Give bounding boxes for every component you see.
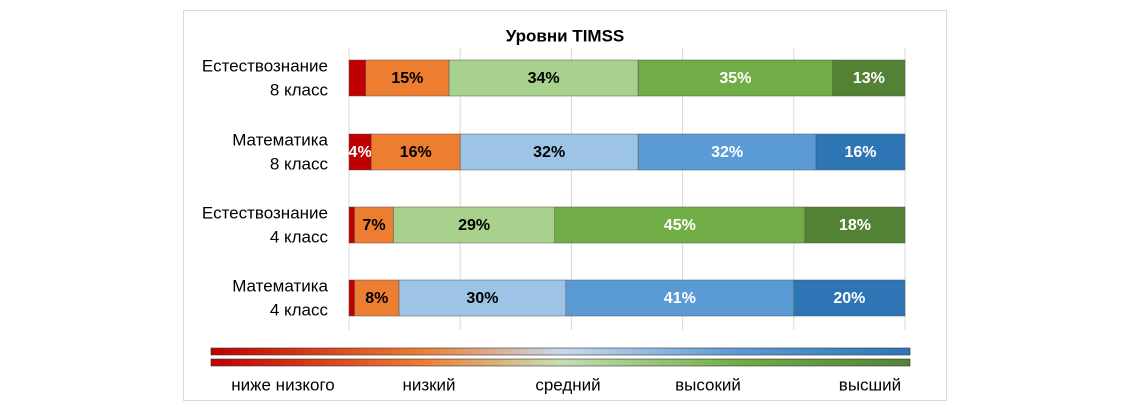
category-label: Естествознание [202,56,328,75]
value-label: 15% [391,70,423,87]
bar-segment [348,59,366,97]
category-label: 8 класс [270,154,329,173]
value-label: 29% [458,217,490,234]
chart-title: Уровни TIMSS [506,26,625,45]
value-label: 41% [664,290,696,307]
bar-segment [637,133,817,171]
value-label: 8% [365,290,388,307]
bar-segment [459,133,639,171]
legend-label: высокий [675,375,741,394]
value-label: 16% [400,144,432,161]
value-label: 45% [664,217,696,234]
category-label: Математика [232,276,328,295]
category-label: 8 класс [270,80,329,99]
value-label: 34% [528,70,560,87]
value-label: 16% [845,144,877,161]
bar-segment [398,279,567,317]
legend-label: ниже низкого [231,375,334,394]
legend-label: средний [535,375,600,394]
category-label: 4 класс [270,227,329,246]
bar-segment [832,59,906,97]
category-label: Естествознание [202,203,328,222]
bar-segment [637,59,833,97]
value-label: 20% [833,290,865,307]
value-label: 4% [349,144,372,161]
value-label: 18% [839,217,871,234]
category-label: 4 класс [270,300,329,319]
value-label: 32% [711,144,743,161]
bar-segment [354,206,394,244]
value-label: 30% [466,290,498,307]
value-label: 32% [533,144,565,161]
bar-segment [348,206,355,244]
category-label: Математика [232,130,328,149]
legend-gradient [210,347,911,356]
bar-segment [370,133,461,171]
bar-segment [793,279,906,317]
bar-segment [815,133,906,171]
bar-segment [348,279,355,317]
bar-segment [393,206,555,244]
bar-segment [354,279,400,317]
value-label: 35% [719,70,751,87]
legend-label: высший [839,375,901,394]
legend-label: низкий [402,375,455,394]
bar-segment [565,279,795,317]
bar-segment [804,206,906,244]
bar-segment [448,59,639,97]
value-label: 7% [362,217,385,234]
legend-gradient [210,358,911,367]
value-label: 13% [853,70,885,87]
